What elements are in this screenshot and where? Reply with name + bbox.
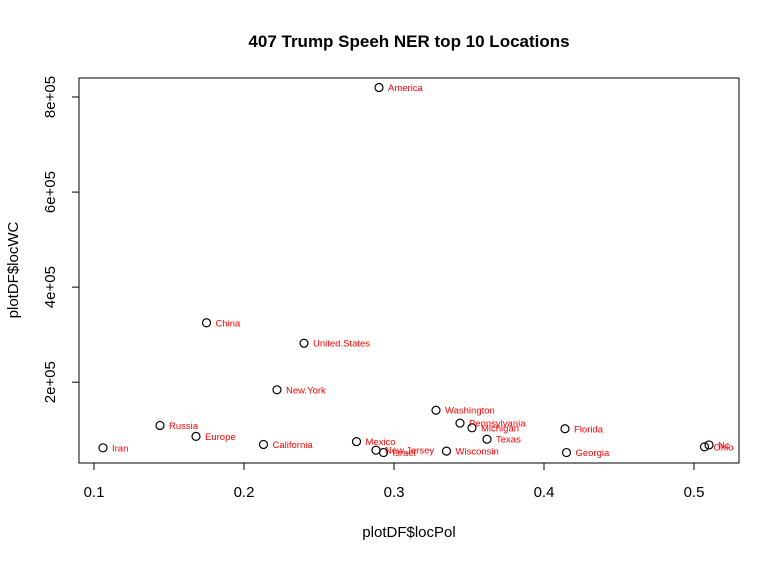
point-label: Pennsylvania bbox=[469, 419, 526, 430]
point-label: New.Jersey bbox=[385, 446, 434, 457]
data-point bbox=[378, 447, 389, 458]
data-point bbox=[561, 447, 572, 458]
data-point bbox=[374, 82, 384, 93]
point-label: Ohio bbox=[714, 442, 734, 453]
point-label: Russia bbox=[169, 421, 199, 432]
x-tick-label: 0.2 bbox=[234, 484, 255, 501]
x-axis-label: plotDF$locPol bbox=[362, 524, 455, 541]
point-label: Wisconsin bbox=[456, 447, 499, 458]
y-tick-label: 4e+05 bbox=[42, 266, 59, 308]
point-label: Georgia bbox=[576, 448, 611, 459]
data-point bbox=[560, 424, 570, 434]
plot-area bbox=[78, 77, 740, 464]
data-point bbox=[482, 434, 492, 444]
data-point bbox=[699, 442, 710, 452]
point-label: Iran bbox=[112, 443, 128, 454]
points-layer: America China United.States New.York Washing… bbox=[98, 82, 734, 459]
y-axis: 2e+05 4e+05 6e+05 8e+05 bbox=[42, 76, 80, 403]
x-tick-label: 0.5 bbox=[684, 484, 705, 501]
y-axis-label: plotDF$locWC bbox=[5, 221, 22, 318]
point-label: Mexico bbox=[366, 437, 396, 448]
x-axis: 0.1 0.2 0.3 0.4 0.5 bbox=[84, 462, 705, 501]
point-label: Israel bbox=[393, 448, 416, 459]
data-point bbox=[258, 439, 269, 450]
point-label: United.States bbox=[313, 339, 370, 350]
data-point bbox=[98, 443, 108, 453]
point-label: Michigan bbox=[481, 423, 519, 434]
data-point bbox=[272, 385, 282, 395]
x-tick-label: 0.3 bbox=[384, 484, 405, 501]
data-point bbox=[299, 338, 309, 348]
data-point bbox=[155, 420, 165, 431]
point-label: Florida bbox=[574, 424, 604, 435]
point-label: Washington bbox=[445, 406, 495, 417]
data-point bbox=[467, 423, 477, 433]
data-point bbox=[441, 446, 452, 456]
data-point bbox=[431, 405, 441, 415]
chart-title: 407 Trump Speeh NER top 10 Locations bbox=[248, 32, 569, 51]
point-label: America bbox=[388, 83, 424, 94]
data-point bbox=[201, 318, 212, 328]
point-label: China bbox=[216, 318, 242, 329]
y-tick-label: 2e+05 bbox=[42, 361, 59, 403]
data-point bbox=[351, 437, 362, 447]
point-label: Texas bbox=[496, 435, 521, 446]
point-label: California bbox=[273, 440, 314, 451]
data-point bbox=[704, 440, 714, 450]
point-label: Europe bbox=[205, 432, 236, 443]
data-point bbox=[455, 418, 465, 428]
y-tick-label: 8e+05 bbox=[42, 76, 59, 118]
x-tick-label: 0.4 bbox=[534, 484, 555, 501]
point-label: Nc bbox=[718, 440, 730, 451]
point-label: New.York bbox=[286, 385, 326, 396]
data-point bbox=[191, 431, 201, 441]
x-tick-label: 0.1 bbox=[84, 484, 105, 501]
y-tick-label: 6e+05 bbox=[42, 171, 59, 213]
